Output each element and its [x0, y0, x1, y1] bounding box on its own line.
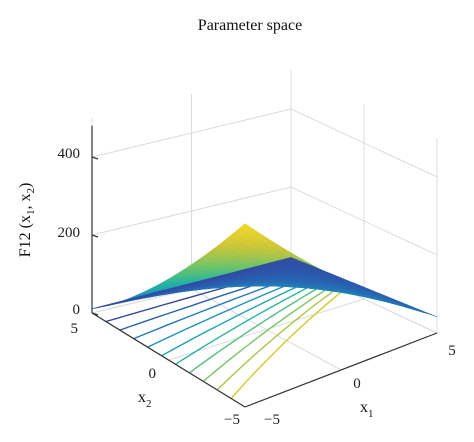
- x1-axis-label: x1: [360, 399, 374, 420]
- surface-mesh: [91, 223, 438, 318]
- z-tick-labels: 0 200 400: [58, 146, 81, 318]
- x2-axis-line: [91, 312, 246, 408]
- x1-tick-label-5: 5: [448, 343, 456, 359]
- contour-line: [161, 276, 318, 357]
- x2-tick-labels: 5 0 −5: [71, 321, 241, 428]
- grid-line: [91, 186, 438, 256]
- x2-tick-label-5: 5: [71, 321, 79, 337]
- x1-tick-labels: −5 0 5: [264, 343, 456, 428]
- z-tick-label-0: 0: [73, 302, 81, 318]
- z-axis-tick: [91, 156, 99, 160]
- z-axis-label: F12 (x1, x2): [17, 183, 37, 258]
- contour-line: [188, 281, 329, 374]
- x2-tick-label-neg5: −5: [224, 412, 240, 428]
- x1-tick-label-neg5: −5: [264, 412, 280, 428]
- z-tick-label-200: 200: [58, 225, 81, 241]
- contour-line: [175, 279, 324, 365]
- grid-line: [168, 298, 365, 361]
- surface-patch: [283, 257, 297, 262]
- x2-tick-label-0: 0: [149, 366, 157, 382]
- z-tick-label-400: 400: [58, 146, 81, 162]
- contour-line: [202, 284, 334, 382]
- axes-frame: [91, 125, 438, 408]
- chart-title: Parameter space: [198, 17, 302, 34]
- contour-line: [230, 289, 345, 399]
- x2-axis-label: x2: [138, 389, 152, 410]
- z-axis-tick: [91, 234, 99, 238]
- x1-tick-label-0: 0: [353, 376, 361, 392]
- grid-line: [91, 108, 438, 178]
- contour-line: [216, 286, 340, 391]
- x1-axis-line: [244, 332, 438, 408]
